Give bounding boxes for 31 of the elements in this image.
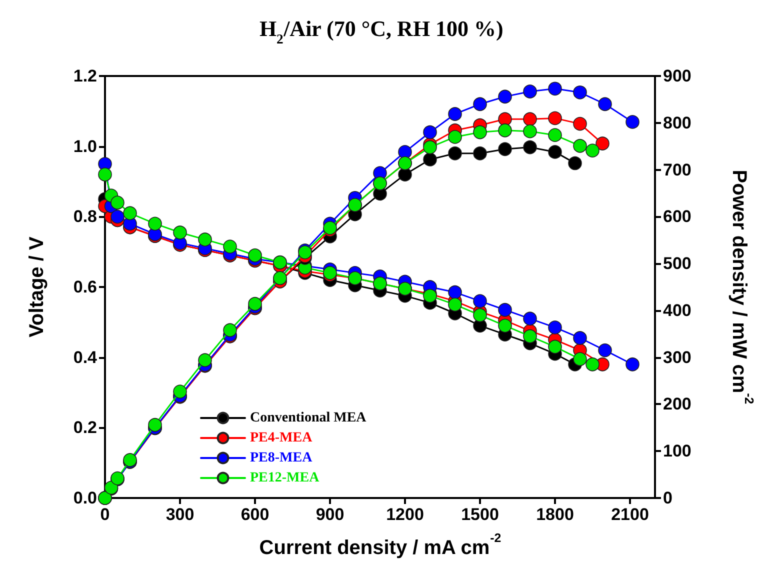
x-tick-label: 300 — [166, 505, 194, 524]
y-tick-label: 1.0 — [73, 136, 97, 156]
y-tick-label: 0.0 — [73, 488, 97, 508]
legend-label: Conventional MEA — [250, 410, 368, 426]
x-tick-label: 1500 — [461, 505, 499, 524]
x-tick-label: 600 — [240, 505, 270, 524]
x-tick-label: 1200 — [386, 505, 424, 524]
x-tick-label: 0 — [100, 505, 110, 524]
legend-label: PE8-MEA — [250, 450, 314, 466]
y-axis-title: Voltage / V — [26, 236, 48, 338]
y2-axis-title: Power density / mW cm-2 — [728, 170, 756, 404]
y-tick-label: 0.2 — [73, 418, 97, 438]
y2-tick-label: 900 — [663, 66, 692, 86]
y2-tick-label: 100 — [663, 442, 692, 461]
y2-tick-label: 700 — [663, 160, 692, 180]
y2-tick-label: 0 — [663, 488, 672, 508]
x-tick-label: 900 — [316, 505, 344, 524]
y2-tick-label: 200 — [663, 394, 692, 414]
y-tick-label: 1.2 — [73, 66, 97, 86]
y2-tick-label: 800 — [663, 113, 692, 132]
x-tick-label: 2100 — [611, 505, 649, 524]
y-tick-label: 0.4 — [73, 348, 98, 367]
y2-tick-label: 500 — [663, 254, 692, 274]
y2-tick-label: 300 — [663, 348, 692, 367]
y2-tick-label: 400 — [663, 300, 692, 320]
y2-tick-label: 600 — [663, 207, 692, 226]
legend-label: PE4-MEA — [250, 430, 314, 446]
x-tick-label: 1800 — [536, 505, 574, 524]
y-tick-label: 0.6 — [73, 278, 97, 296]
legend-label: PE12-MEA — [250, 470, 320, 486]
y-tick-label: 0.8 — [73, 207, 97, 226]
